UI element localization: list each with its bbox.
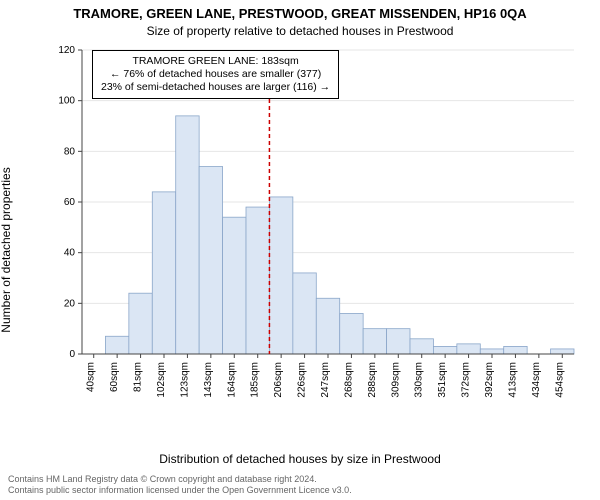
- y-tick-label: 20: [64, 298, 76, 309]
- histogram-bar: [293, 273, 316, 354]
- histogram-bar: [387, 329, 410, 354]
- attribution-footer: Contains HM Land Registry data © Crown c…: [8, 474, 592, 496]
- histogram-bar: [433, 346, 456, 354]
- histogram-bar: [551, 349, 574, 354]
- x-tick-label: 268sqm: [343, 362, 354, 398]
- histogram-bar: [176, 116, 199, 354]
- histogram-bar: [129, 293, 152, 354]
- histogram-bar: [152, 192, 175, 354]
- reference-info-box: TRAMORE GREEN LANE: 183sqm ← 76% of deta…: [92, 50, 339, 99]
- y-tick-label: 40: [64, 248, 76, 259]
- histogram-bar: [457, 344, 480, 354]
- y-tick-label: 0: [69, 349, 75, 360]
- x-tick-label: 330sqm: [414, 362, 425, 398]
- histogram-bar: [105, 336, 128, 354]
- x-tick-label: 102sqm: [156, 362, 167, 398]
- x-tick-label: 247sqm: [320, 362, 331, 398]
- histogram-bar: [363, 329, 386, 354]
- x-tick-label: 81sqm: [133, 362, 144, 392]
- histogram-bar: [316, 298, 339, 354]
- x-tick-label: 372sqm: [461, 362, 472, 398]
- x-tick-label: 454sqm: [554, 362, 565, 398]
- chart-container: TRAMORE, GREEN LANE, PRESTWOOD, GREAT MI…: [0, 0, 600, 500]
- histogram-bar: [480, 349, 503, 354]
- y-tick-label: 60: [64, 197, 76, 208]
- footer-line-1: Contains HM Land Registry data © Crown c…: [8, 474, 592, 485]
- histogram-bar: [410, 339, 433, 354]
- histogram-bar: [340, 313, 363, 354]
- histogram-bar: [246, 207, 269, 354]
- y-tick-label: 80: [64, 146, 76, 157]
- x-tick-label: 123sqm: [179, 362, 190, 398]
- x-tick-label: 351sqm: [437, 362, 448, 398]
- infobox-line-2: ← 76% of detached houses are smaller (37…: [101, 68, 330, 81]
- histogram-bar: [199, 167, 222, 354]
- chart-subtitle: Size of property relative to detached ho…: [0, 24, 600, 38]
- footer-line-2: Contains public sector information licen…: [8, 485, 592, 496]
- x-tick-label: 226sqm: [297, 362, 308, 398]
- y-tick-label: 120: [58, 45, 75, 56]
- y-tick-label: 100: [58, 96, 75, 107]
- x-tick-label: 185sqm: [250, 362, 261, 398]
- infobox-line-1: TRAMORE GREEN LANE: 183sqm: [101, 55, 330, 68]
- x-tick-label: 413sqm: [507, 362, 518, 398]
- x-axis-label: Distribution of detached houses by size …: [0, 452, 600, 466]
- x-tick-label: 392sqm: [484, 362, 495, 398]
- histogram-bar: [504, 346, 527, 354]
- x-tick-label: 164sqm: [226, 362, 237, 398]
- x-tick-label: 434sqm: [531, 362, 542, 398]
- x-tick-label: 40sqm: [86, 362, 97, 392]
- x-tick-label: 143sqm: [203, 362, 214, 398]
- x-tick-label: 288sqm: [367, 362, 378, 398]
- x-tick-label: 206sqm: [273, 362, 284, 398]
- infobox-line-3: 23% of semi-detached houses are larger (…: [101, 81, 330, 94]
- histogram-bar: [223, 217, 246, 354]
- histogram-bar: [269, 197, 292, 354]
- y-axis-label: Number of detached properties: [0, 167, 13, 332]
- x-tick-label: 60sqm: [109, 362, 120, 392]
- chart-title: TRAMORE, GREEN LANE, PRESTWOOD, GREAT MI…: [0, 6, 600, 21]
- x-tick-label: 309sqm: [390, 362, 401, 398]
